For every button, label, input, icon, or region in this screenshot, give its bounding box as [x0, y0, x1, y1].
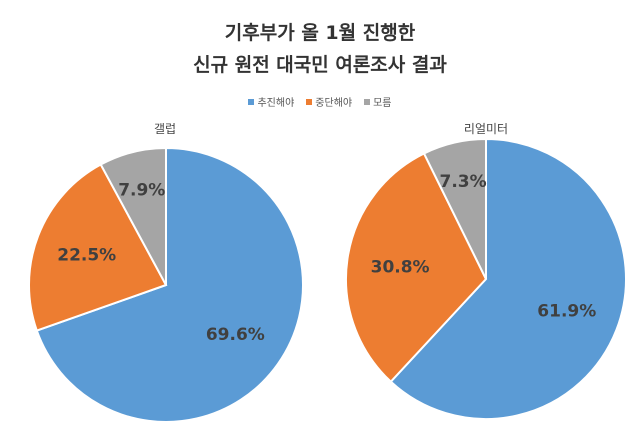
legend-swatch-support: [248, 98, 255, 105]
pie-slice-gallup-support: [35, 146, 304, 423]
pie-label-realmeter-unknown: 7.3%: [440, 172, 487, 192]
chart-title-line-2: 신규 원전 대국민 여론조사 결과: [193, 54, 447, 76]
pie-label-realmeter-support: 61.9%: [537, 302, 596, 322]
pie-label-gallup-unknown: 7.9%: [118, 180, 165, 200]
pie-title-realmeter: 리얼미터: [463, 122, 509, 136]
pie-slice-realmeter-support: [389, 137, 627, 420]
legend-swatch-unknown: [364, 98, 371, 105]
legend-label-oppose: 중단해야: [315, 98, 353, 109]
pie-slice-realmeter-oppose: [345, 152, 488, 384]
chart-title-line-1: 기후부가 올 1월 진행한: [224, 22, 416, 44]
legend-label-unknown: 모름: [373, 98, 392, 109]
pie-label-gallup-support: 69.6%: [206, 325, 265, 345]
pie-title-gallup: 갤럽: [153, 122, 177, 136]
pie-slice-gallup-unknown: [99, 146, 167, 286]
pie-label-realmeter-oppose: 30.8%: [371, 257, 430, 277]
legend-swatch-oppose: [306, 98, 313, 105]
pie-slice-gallup-oppose: [28, 163, 168, 332]
pie-label-gallup-oppose: 22.5%: [57, 245, 116, 265]
legend-item-unknown: 모름: [364, 94, 392, 109]
legend-label-support: 추진해야: [257, 98, 295, 109]
legend-item-oppose: 중단해야: [306, 94, 352, 109]
legend: 추진해야 중단해야 모름: [0, 94, 640, 109]
legend-item-support: 추진해야: [248, 94, 294, 109]
pie-slice-realmeter-unknown: [422, 137, 487, 280]
